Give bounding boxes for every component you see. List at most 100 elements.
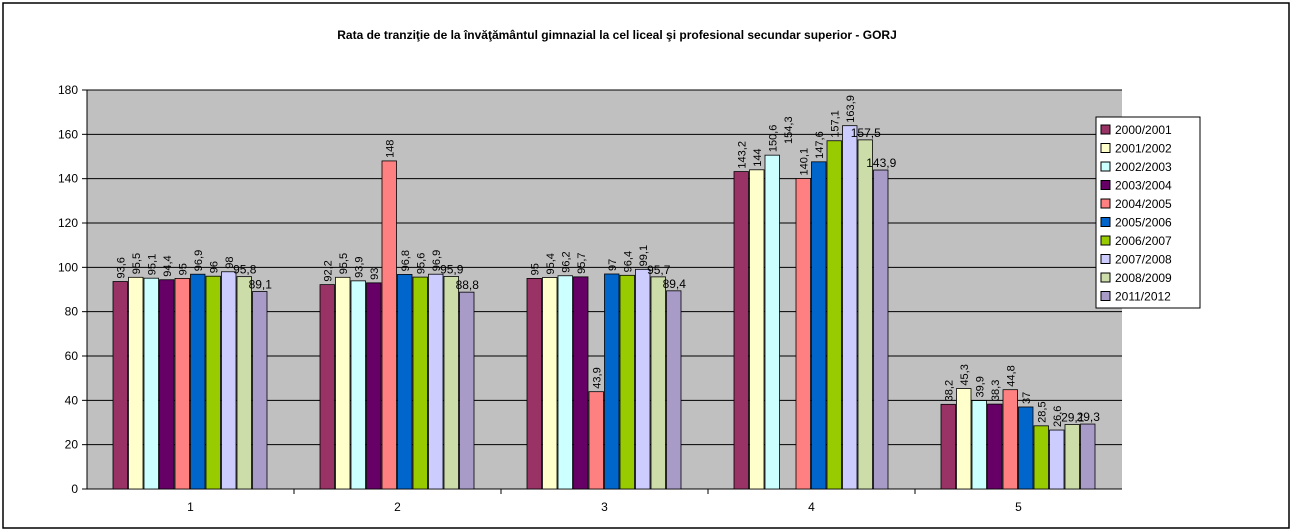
data-label: 143,2: [737, 141, 749, 169]
legend-label: 2006/2007: [1115, 234, 1172, 248]
data-label: 39,9: [975, 376, 987, 397]
x-tick-label: 5: [1015, 500, 1022, 514]
y-tick-label: 20: [65, 438, 79, 452]
bar: [159, 279, 175, 490]
bar: [428, 273, 444, 490]
legend-swatch: [1100, 143, 1111, 153]
bar: [1064, 424, 1080, 490]
bar: [221, 271, 237, 490]
data-label: 93,6: [116, 257, 128, 278]
y-tick-label: 140: [58, 172, 78, 186]
bar: [857, 139, 873, 490]
x-tick-label: 2: [394, 500, 401, 514]
data-label: 96,9: [193, 250, 205, 271]
bar: [940, 403, 956, 490]
legend-box: [1095, 116, 1201, 309]
bar: [350, 280, 366, 490]
bar: [443, 276, 459, 490]
data-label: 96,4: [623, 251, 635, 272]
bar: [557, 275, 573, 490]
data-label: 29,3: [1077, 410, 1101, 424]
legend-label: 2011/2012: [1115, 290, 1171, 304]
legend-swatch: [1100, 291, 1111, 301]
bar: [1033, 425, 1049, 490]
data-label: 44,8: [1006, 365, 1018, 386]
data-label: 89,1: [249, 277, 273, 291]
legend-label: 2005/2006: [1115, 216, 1172, 230]
data-label: 95,7: [647, 263, 671, 277]
legend-swatch: [1100, 180, 1111, 190]
data-label: 95,5: [131, 253, 143, 274]
bar: [526, 278, 542, 490]
data-label: 93,9: [354, 256, 366, 277]
data-label: 37: [1021, 392, 1033, 404]
bar: [366, 282, 382, 490]
data-label: 95: [530, 263, 542, 275]
legend-swatch: [1100, 217, 1111, 227]
y-tick-label: 160: [58, 127, 78, 141]
data-label: 99,1: [638, 245, 650, 266]
data-label: 28,5: [1037, 401, 1049, 422]
data-label: 148: [385, 140, 397, 158]
bar: [252, 291, 268, 490]
bar: [635, 268, 651, 490]
legend-label: 2001/2002: [1115, 142, 1172, 156]
data-label: 94,4: [162, 255, 174, 276]
data-label: 95,9: [440, 262, 464, 276]
data-label: 26,6: [1052, 406, 1064, 427]
bar: [335, 276, 351, 490]
bar: [573, 276, 589, 490]
bar: [542, 277, 558, 490]
y-tick-label: 180: [58, 83, 78, 97]
data-label: 95,8: [233, 263, 257, 277]
bar: [956, 388, 972, 490]
data-label: 95,5: [338, 253, 350, 274]
data-label: 96,2: [561, 251, 573, 272]
data-label: 95,4: [545, 253, 557, 274]
data-label: 144: [752, 148, 764, 166]
data-label: 147,6: [814, 131, 826, 159]
data-label: 93: [369, 268, 381, 280]
bar: [236, 276, 252, 490]
data-label: 88,8: [456, 278, 480, 292]
data-label: 95,6: [416, 253, 428, 274]
bar: [764, 154, 780, 490]
bar: [588, 391, 604, 490]
bar: [112, 281, 128, 490]
bar: [826, 140, 842, 490]
legend-swatch: [1100, 124, 1111, 135]
data-label: 163,9: [845, 95, 857, 123]
y-tick-label: 0: [71, 482, 78, 496]
data-label: 45,3: [959, 364, 971, 385]
bar: [811, 161, 827, 490]
bar: [1018, 406, 1034, 490]
legend-label: 2007/2008: [1115, 253, 1172, 267]
legend-label: 2000/2001: [1115, 123, 1172, 137]
data-label: 96: [209, 261, 221, 273]
bar: [987, 403, 1003, 490]
bar: [128, 276, 144, 490]
bar: [1049, 429, 1065, 490]
data-label: 150,6: [768, 125, 780, 153]
data-label: 154,3: [783, 116, 795, 144]
bar: [971, 400, 987, 490]
data-label: 157,1: [830, 110, 842, 138]
bar: [733, 171, 749, 490]
legend-label: 2004/2005: [1115, 197, 1172, 211]
bar: [381, 160, 397, 490]
y-tick-label: 60: [65, 349, 79, 363]
chart-title: Rata de tranziţie de la învăţământul gim…: [337, 28, 897, 42]
y-tick-label: 80: [65, 305, 79, 319]
legend-swatch: [1100, 272, 1111, 283]
y-tick-label: 40: [65, 393, 79, 407]
bar: [397, 274, 413, 490]
bar: [205, 275, 221, 490]
data-label: 98: [224, 257, 236, 269]
legend-label: 2008/2009: [1115, 271, 1172, 285]
bar: [795, 178, 811, 490]
data-label: 140,1: [799, 148, 811, 176]
bar: [174, 278, 190, 490]
y-tick-label: 120: [58, 216, 78, 230]
